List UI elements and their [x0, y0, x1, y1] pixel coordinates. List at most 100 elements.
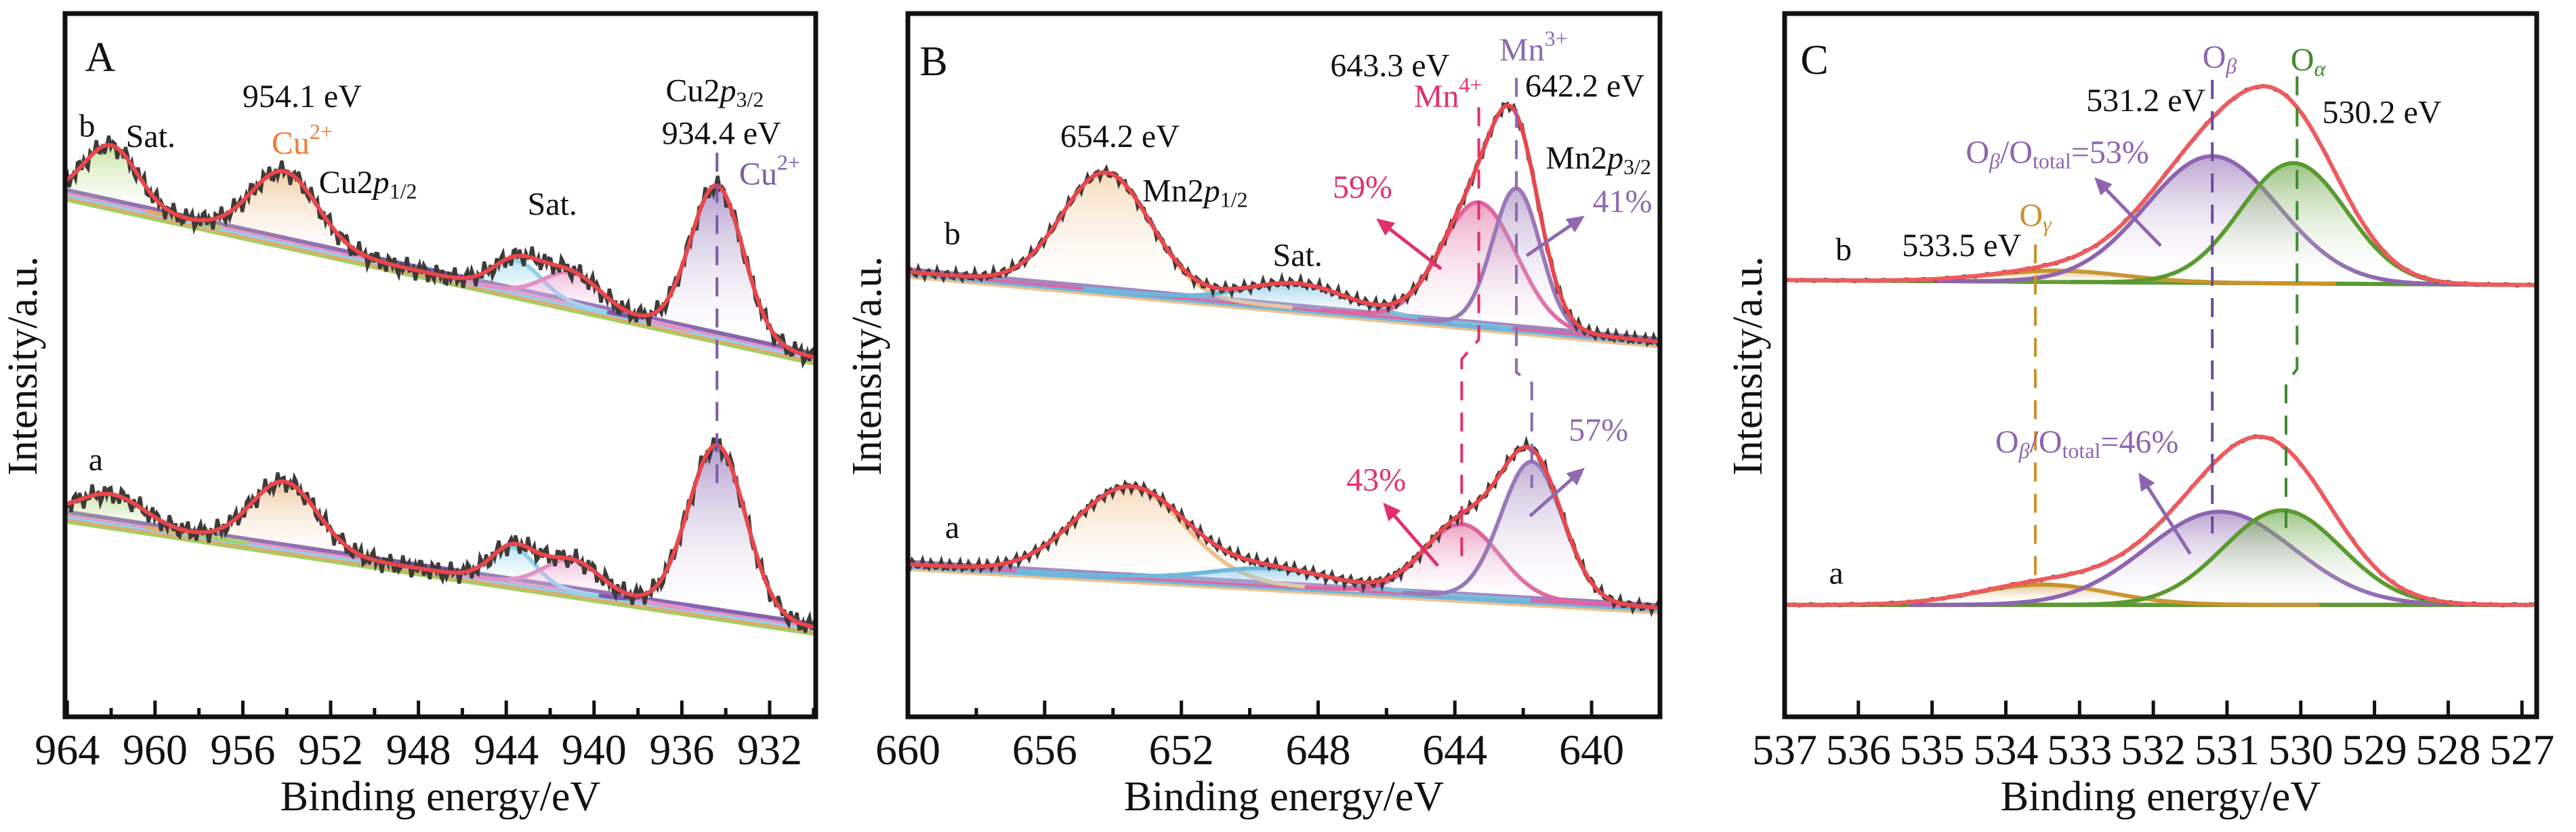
- plot-frame: [905, 11, 1663, 720]
- annotation-text: p: [371, 165, 390, 201]
- x-tick-label: 535: [1900, 726, 1965, 774]
- annotation-text: b: [79, 108, 95, 144]
- peak-annotation: Oβ/Ototal=46%: [1995, 424, 2179, 463]
- arrow-line: [2144, 483, 2192, 555]
- annotation-text: a: [945, 509, 959, 545]
- component-baseline: [907, 564, 1661, 612]
- component-fill: [2035, 510, 2529, 605]
- x-tick-label: 530: [2268, 726, 2333, 774]
- annotation-text: =53%: [2071, 135, 2149, 171]
- x-tick-label: 536: [1826, 726, 1891, 774]
- fit-envelope-line: [1785, 84, 2537, 287]
- spectrum-b: [907, 101, 1661, 349]
- peak-annotation: 934.4 eV: [662, 116, 781, 152]
- peak-annotation: Mn4+: [1414, 72, 1482, 115]
- annotation-text: p: [1202, 173, 1220, 209]
- plot-frame: [62, 11, 818, 720]
- peak-annotation: Mn3+: [1499, 26, 1568, 68]
- x-axis-title: Binding energy/eV: [1124, 774, 1445, 820]
- x-tick-label: 648: [1285, 726, 1350, 774]
- peak-annotation: 43%: [1346, 462, 1406, 498]
- spectrum-b: [63, 135, 818, 369]
- peak-annotation: b: [1835, 232, 1852, 268]
- fit-envelope-line: [907, 103, 1661, 344]
- component-fill: [421, 547, 604, 596]
- y-axis-title: Intensity/a.u.: [0, 256, 46, 476]
- peak-annotation: Mn2p1/2: [1142, 173, 1248, 211]
- x-tick-label: 527: [2489, 726, 2554, 774]
- annotation-text: O: [1995, 424, 2019, 460]
- arrow-head-icon: [1566, 467, 1585, 486]
- x-tick-label: 528: [2415, 726, 2480, 774]
- panel-letter: A: [85, 35, 116, 81]
- annotation-text: 4+: [1459, 72, 1482, 97]
- panel-letter: B: [919, 39, 947, 85]
- annotation-text: /O: [2000, 135, 2033, 171]
- panel-letter: C: [1800, 37, 1828, 83]
- x-tick-label: 531: [2195, 726, 2260, 774]
- annotation-text: Sat.: [528, 186, 577, 222]
- peak-annotation: a: [1829, 555, 1844, 591]
- annotation-text: α: [2314, 57, 2327, 81]
- component-fill: [2071, 163, 2516, 285]
- peak-annotation: Cu2+: [272, 119, 333, 161]
- annotation-text: total: [2033, 149, 2071, 173]
- component-baseline: [907, 274, 1661, 349]
- peak-annotation: 59%: [1333, 169, 1392, 205]
- annotation-text: Mn: [1499, 33, 1545, 68]
- peak-annotation: 643.3 eV: [1330, 47, 1449, 83]
- annotation-text: 533.5 eV: [1902, 228, 2021, 264]
- x-tick-label: 944: [474, 726, 539, 774]
- peak-annotation: Oβ: [2203, 39, 2237, 78]
- annotation-text: =46%: [2100, 424, 2178, 460]
- component-baseline: [907, 272, 1661, 346]
- annotation-text: a: [89, 442, 103, 478]
- annotation-text: Cu2: [319, 165, 373, 201]
- annotation-text: β: [1989, 149, 2000, 173]
- fit-envelope-line: [64, 143, 816, 360]
- annotation-text: 643.3 eV: [1330, 47, 1449, 83]
- x-tick-label: 960: [123, 726, 188, 774]
- annotation-text: 41%: [1593, 184, 1653, 220]
- peak-annotation: Cu2p1/2: [319, 165, 417, 203]
- component-fill: [920, 172, 1293, 308]
- annotation-text: 642.2 eV: [1525, 68, 1644, 104]
- annotation-text: O: [2203, 39, 2226, 75]
- arrow-line: [1525, 222, 1575, 257]
- peak-annotation: 41%: [1593, 184, 1653, 220]
- component-fill: [146, 481, 422, 569]
- x-tick-label: 640: [1559, 726, 1624, 774]
- y-axis-title: Intensity/a.u.: [844, 256, 890, 476]
- component-fill: [146, 171, 422, 272]
- peak-annotation: Oγ: [2019, 198, 2052, 236]
- peak-annotation: Cu2+: [739, 150, 800, 192]
- x-tick-label: 956: [210, 726, 275, 774]
- peak-annotation: b: [944, 215, 961, 251]
- annotation-text: 934.4 eV: [662, 116, 781, 152]
- annotation-text: p: [718, 73, 736, 109]
- annotation-text: Cu: [272, 125, 310, 161]
- x-tick-label: 964: [35, 726, 100, 774]
- peak-annotation: Oα: [2291, 42, 2327, 81]
- peak-annotation: 533.5 eV: [1902, 228, 2021, 264]
- x-tick-label: 532: [2121, 726, 2186, 774]
- peak-annotation: Sat.: [1273, 237, 1323, 273]
- fit-envelope-line: [64, 442, 816, 630]
- component-fill: [65, 493, 249, 543]
- spectrum-a: [1784, 434, 2537, 608]
- fit-envelope-line: [1785, 434, 2537, 607]
- peak-annotation: 954.1 eV: [243, 79, 362, 115]
- annotation-text: 530.2 eV: [2322, 95, 2441, 131]
- peak-annotation: Cu2p3/2: [666, 73, 764, 112]
- x-tick-label: 529: [2342, 726, 2407, 774]
- x-tick-label: 936: [649, 726, 714, 774]
- component-fill: [607, 185, 816, 358]
- annotation-text: 531.2 eV: [2086, 83, 2205, 119]
- annotation-text: O: [1966, 135, 1989, 171]
- peak-annotation: 531.2 eV: [2086, 83, 2205, 119]
- arrow-line: [1391, 512, 1439, 567]
- peak-guide-dashed-line: [1460, 107, 1480, 563]
- x-tick-label: 940: [562, 726, 627, 774]
